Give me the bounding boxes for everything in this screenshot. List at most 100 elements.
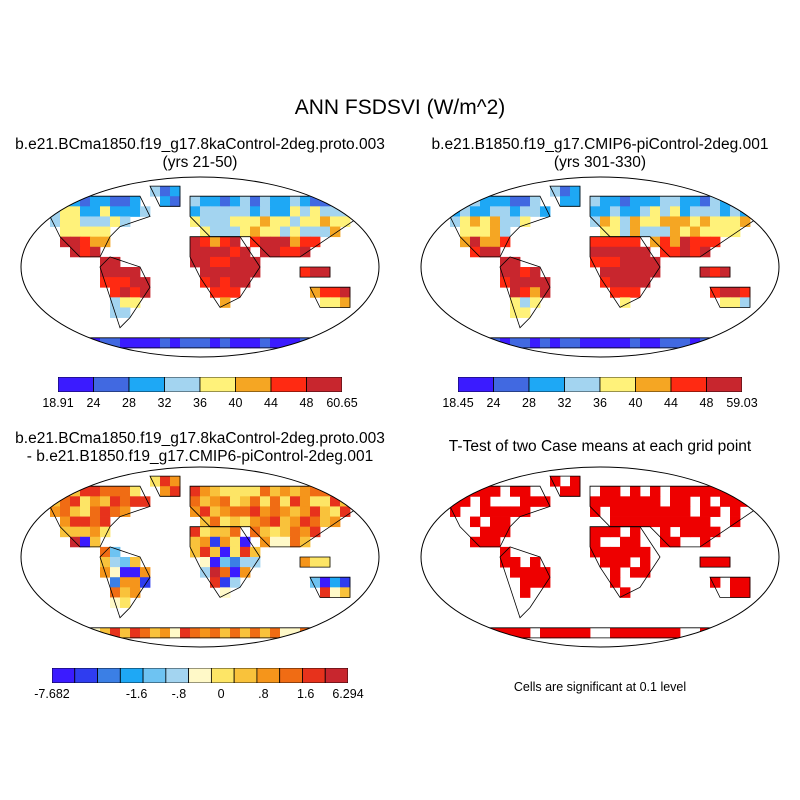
map-cell xyxy=(620,587,631,598)
map-cell xyxy=(210,577,221,588)
map-cell xyxy=(60,206,71,217)
map-cell xyxy=(290,536,301,548)
map-cell xyxy=(190,526,201,538)
map-cell xyxy=(590,337,601,349)
map-cell xyxy=(590,496,601,507)
map-cell xyxy=(700,496,711,507)
map-cell xyxy=(480,486,491,497)
map-cell xyxy=(600,546,611,558)
colorbar-swatch xyxy=(564,377,601,392)
colorbar-swatch xyxy=(706,377,742,392)
map-cell xyxy=(560,186,571,197)
map-cell xyxy=(150,476,161,487)
map-cell xyxy=(310,206,321,217)
map-cell xyxy=(100,216,111,227)
map-cell xyxy=(310,557,321,568)
map-cell xyxy=(280,216,291,227)
map-cell xyxy=(90,486,101,497)
map-cell xyxy=(730,577,741,588)
map-cell xyxy=(730,486,741,497)
map-cell xyxy=(490,506,501,517)
map-cell xyxy=(640,267,651,278)
colorbar-swatch xyxy=(233,668,258,683)
map-cell xyxy=(710,267,721,278)
map-cell xyxy=(520,267,531,278)
map-cell xyxy=(160,186,171,197)
map-cell xyxy=(620,196,631,207)
map-cell xyxy=(250,267,261,278)
map-cell xyxy=(130,196,141,207)
map-cells xyxy=(449,475,761,639)
map-cell xyxy=(240,567,251,578)
map-cell xyxy=(520,196,531,207)
map-cell xyxy=(320,557,331,568)
map-cell xyxy=(590,526,601,538)
panel-title-diff: b.e21.BCma1850.f19_g17.8kaControl-2deg.p… xyxy=(0,430,400,466)
colorbar-swatch xyxy=(188,668,212,683)
colorbar-swatch xyxy=(199,377,236,392)
map-cell xyxy=(90,236,101,248)
map-cell xyxy=(120,196,131,207)
map-cell xyxy=(500,216,511,227)
map-cell xyxy=(590,236,601,248)
map-cell xyxy=(630,516,641,528)
map-cell xyxy=(210,546,221,558)
map-cell xyxy=(140,577,151,588)
map-cell xyxy=(320,226,331,238)
map-cell xyxy=(100,557,111,568)
map-cell xyxy=(300,226,311,238)
panel-title-diff-line2: - b.e21.B1850.f19_g17.CMIP6-piControl-2d… xyxy=(26,448,374,465)
map-cell xyxy=(130,287,141,298)
map-cell xyxy=(620,226,631,238)
map-cell xyxy=(690,216,701,227)
map-cell xyxy=(320,577,331,588)
map-cell xyxy=(70,486,81,497)
map-cell xyxy=(340,297,351,308)
map-cell xyxy=(110,546,121,558)
map-cell xyxy=(490,206,501,217)
map-cell xyxy=(740,297,751,308)
map-cell xyxy=(610,567,621,578)
map-cell xyxy=(200,496,211,507)
colorbar-swatch xyxy=(128,377,165,392)
map-cell xyxy=(90,496,101,507)
map-cell xyxy=(720,226,731,238)
map-cell xyxy=(220,337,231,349)
colorbar-swatch xyxy=(164,377,201,392)
map-cell xyxy=(330,496,341,507)
map-cell xyxy=(220,226,231,238)
map-cell xyxy=(690,246,701,258)
map-cell xyxy=(200,506,211,517)
map-cell xyxy=(110,496,121,507)
map-cell xyxy=(480,337,491,349)
colorbar-label: 0 xyxy=(217,687,225,701)
map-border xyxy=(420,176,780,358)
map-cell xyxy=(480,246,491,258)
map-cell xyxy=(130,587,141,598)
map-cell xyxy=(330,226,341,238)
map-cell xyxy=(270,627,281,639)
map-cell xyxy=(150,186,161,197)
map-cell xyxy=(710,506,721,517)
map-cell xyxy=(190,536,201,548)
map-cell xyxy=(90,196,101,207)
coastline xyxy=(549,475,581,497)
map-cell xyxy=(90,337,101,349)
map-cell xyxy=(240,486,251,497)
map-cell xyxy=(210,236,221,248)
map-cell xyxy=(490,526,501,538)
map-cell xyxy=(230,577,241,588)
map-cell xyxy=(290,486,301,497)
map-cell xyxy=(190,486,201,497)
map-cell xyxy=(220,557,231,568)
map-cell xyxy=(160,196,171,207)
map-cell xyxy=(640,567,651,578)
map-cell xyxy=(260,516,271,528)
colorbar-swatch xyxy=(58,377,94,392)
map-cell xyxy=(730,287,741,298)
map-cell xyxy=(530,557,541,568)
map-cell xyxy=(640,337,651,349)
map-cell xyxy=(610,526,621,538)
map-cell xyxy=(480,226,491,238)
colorbar-label: 36 xyxy=(193,396,207,410)
